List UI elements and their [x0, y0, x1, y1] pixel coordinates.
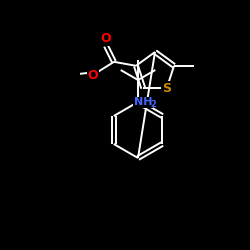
Text: NH: NH — [134, 97, 152, 107]
Text: O: O — [88, 69, 98, 82]
Text: 2: 2 — [150, 100, 156, 109]
Text: S: S — [162, 82, 171, 95]
Text: O: O — [101, 32, 111, 45]
